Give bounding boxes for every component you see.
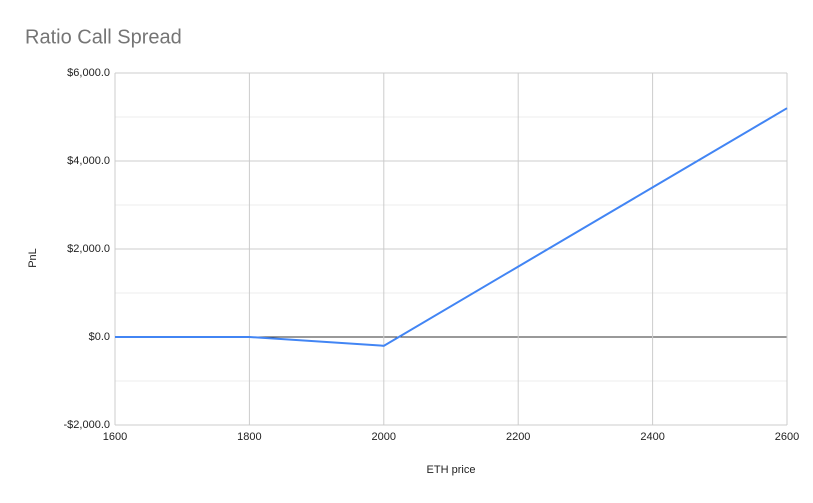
x-tick-label: 2000: [372, 431, 396, 443]
x-tick-label: 2200: [506, 431, 530, 443]
y-tick-label: $0.0: [89, 331, 110, 343]
y-tick-label: $4,000.0: [67, 155, 110, 167]
y-axis-label: PnL: [27, 248, 39, 268]
x-tick-label: 2400: [640, 431, 664, 443]
x-tick-label: 1800: [237, 431, 261, 443]
x-tick-label: 1600: [103, 431, 127, 443]
y-tick-label: $6,000.0: [67, 67, 110, 79]
y-tick-label: $2,000.0: [67, 243, 110, 255]
x-axis-label: ETH price: [427, 464, 476, 476]
x-tick-label: 2600: [775, 431, 799, 443]
chart-title: Ratio Call Spread: [25, 26, 182, 48]
line-series: [115, 107, 788, 347]
y-tick-label: -$2,000.0: [64, 419, 110, 431]
